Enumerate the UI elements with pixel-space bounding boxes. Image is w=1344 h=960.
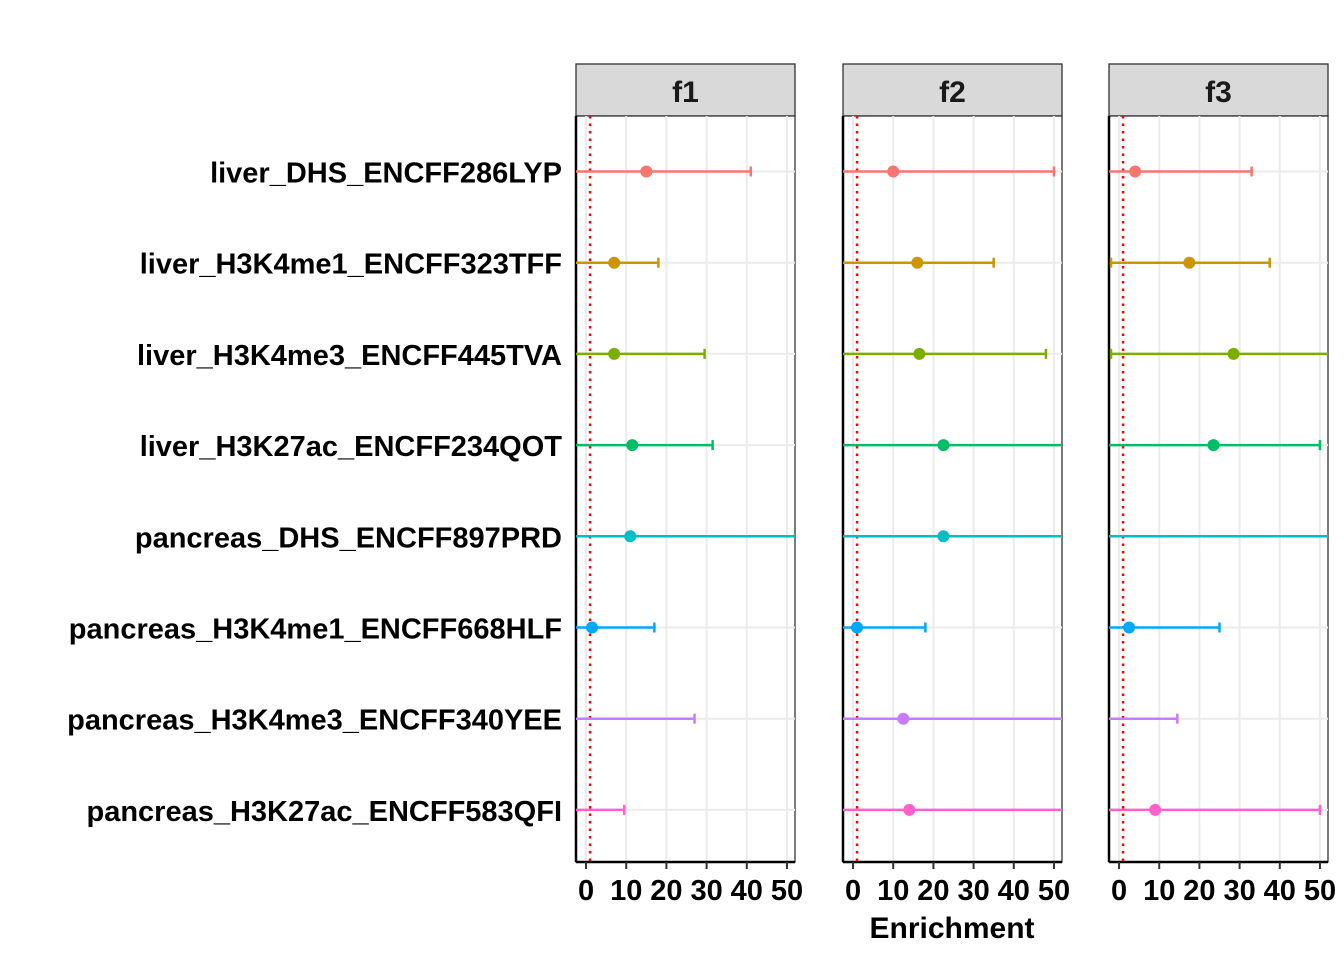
x-tick-label: 20 <box>1183 875 1215 907</box>
x-tick-label: 50 <box>1038 875 1070 907</box>
point-estimate <box>1129 165 1142 178</box>
point-estimate <box>851 621 864 634</box>
x-tick-label: 10 <box>877 875 909 907</box>
y-tick-label: pancreas_H3K27ac_ENCFF583QFI <box>86 796 562 828</box>
x-tick-label: 10 <box>610 875 642 907</box>
x-tick-label: 0 <box>845 875 861 907</box>
y-tick-label: liver_H3K4me3_ENCFF445TVA <box>137 340 562 372</box>
point-estimate <box>608 347 621 360</box>
panel-background <box>1108 115 1329 863</box>
point-estimate <box>911 256 924 269</box>
point-estimate <box>640 165 653 178</box>
y-tick-label: pancreas_H3K4me1_ENCFF668HLF <box>69 614 562 646</box>
x-tick-label: 50 <box>1304 875 1336 907</box>
x-tick-label: 0 <box>1111 875 1127 907</box>
facet-panel-f1: f1 0 10 20 30 40 50 <box>574 63 803 907</box>
point-estimate <box>1149 803 1162 816</box>
point-estimate <box>624 530 637 543</box>
y-tick-label: liver_H3K4me1_ENCFF323TFF <box>140 249 562 281</box>
panel-background <box>575 115 796 863</box>
point-estimate <box>626 439 639 452</box>
point-estimate <box>897 712 910 725</box>
point-estimate <box>903 803 916 816</box>
x-tick-label: 20 <box>917 875 949 907</box>
facet-panel-f2: f2 0 10 20 30 40 50 <box>841 63 1070 907</box>
facet-strip <box>1108 63 1329 117</box>
x-tick-label: 30 <box>1223 875 1255 907</box>
x-tick-label: 0 <box>578 875 594 907</box>
x-axis-title: Enrichment <box>869 912 1034 945</box>
point-estimate <box>1227 347 1240 360</box>
point-estimate <box>1207 439 1220 452</box>
y-tick-label: liver_DHS_ENCFF286LYP <box>210 158 562 190</box>
x-tick-label: 20 <box>650 875 682 907</box>
x-tick-label: 30 <box>690 875 722 907</box>
panel-background <box>842 115 1063 863</box>
facet-panel-f3: f3 0 10 20 30 40 50 <box>1107 63 1336 907</box>
x-tick-label: 40 <box>731 875 763 907</box>
x-tick-label: 40 <box>998 875 1030 907</box>
point-estimate <box>937 530 950 543</box>
point-estimate <box>887 165 900 178</box>
facet-strip-label: f1 <box>672 76 699 109</box>
x-tick-label: 50 <box>771 875 803 907</box>
y-tick-label: liver_H3K27ac_ENCFF234QOT <box>140 431 563 463</box>
point-estimate <box>937 439 950 452</box>
point-estimate <box>608 256 621 269</box>
facet-strip-label: f2 <box>939 76 966 109</box>
facet-strip <box>842 63 1063 117</box>
point-estimate <box>1183 256 1196 269</box>
y-tick-label: pancreas_DHS_ENCFF897PRD <box>135 522 562 554</box>
x-tick-label: 40 <box>1264 875 1296 907</box>
y-tick-label: pancreas_H3K4me3_ENCFF340YEE <box>67 705 562 737</box>
point-estimate <box>913 347 926 360</box>
x-tick-label: 10 <box>1143 875 1175 907</box>
facet-strip-label: f3 <box>1205 76 1232 109</box>
facet-strip <box>575 63 796 117</box>
y-axis-labels: liver_DHS_ENCFF286LYP liver_H3K4me1_ENCFF… <box>67 158 562 828</box>
point-estimate <box>1123 621 1136 634</box>
x-tick-label: 30 <box>957 875 989 907</box>
point-estimate <box>586 621 599 634</box>
